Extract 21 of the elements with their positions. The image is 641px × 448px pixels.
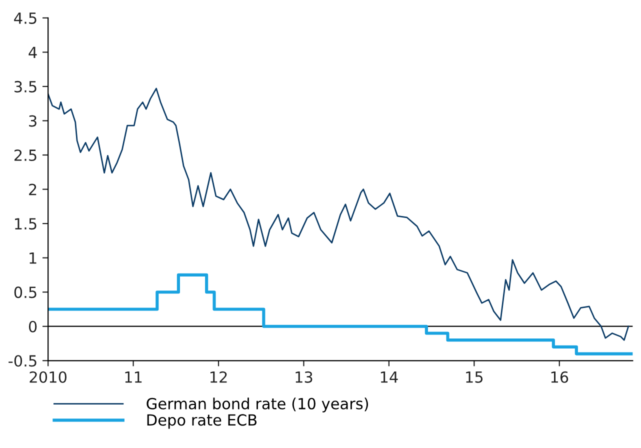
y-tick-label: 1 <box>30 252 36 264</box>
y-tick-label: 1.5 <box>15 218 36 230</box>
x-tick-label: 12 <box>210 371 227 383</box>
x-tick-label: 13 <box>296 371 312 383</box>
line-series <box>48 88 630 341</box>
x-tick-label: 16 <box>551 371 568 383</box>
y-tick-label: 3.5 <box>14 80 36 92</box>
x-tick-label: 14 <box>380 372 398 383</box>
y-tick-label: 4.5 <box>14 12 36 24</box>
y-tick-label: -0.5 <box>8 355 36 367</box>
x-tick-label: 15 <box>466 372 483 383</box>
y-tick-label: 4 <box>28 46 37 58</box>
y-tick-label: 2.5 <box>14 149 36 162</box>
x-tick-label: 11 <box>125 372 142 383</box>
y-tick-label: 0 <box>28 320 37 332</box>
legend-label: German bond rate (10 years) <box>146 398 368 412</box>
legend-label: Depo rate ECB <box>147 414 257 429</box>
y-tick-label: 3 <box>29 115 36 127</box>
y-tick-label: 2 <box>29 184 36 196</box>
x-tick-label: 2010 <box>30 371 66 383</box>
y-tick-label: 0.5 <box>14 286 36 298</box>
